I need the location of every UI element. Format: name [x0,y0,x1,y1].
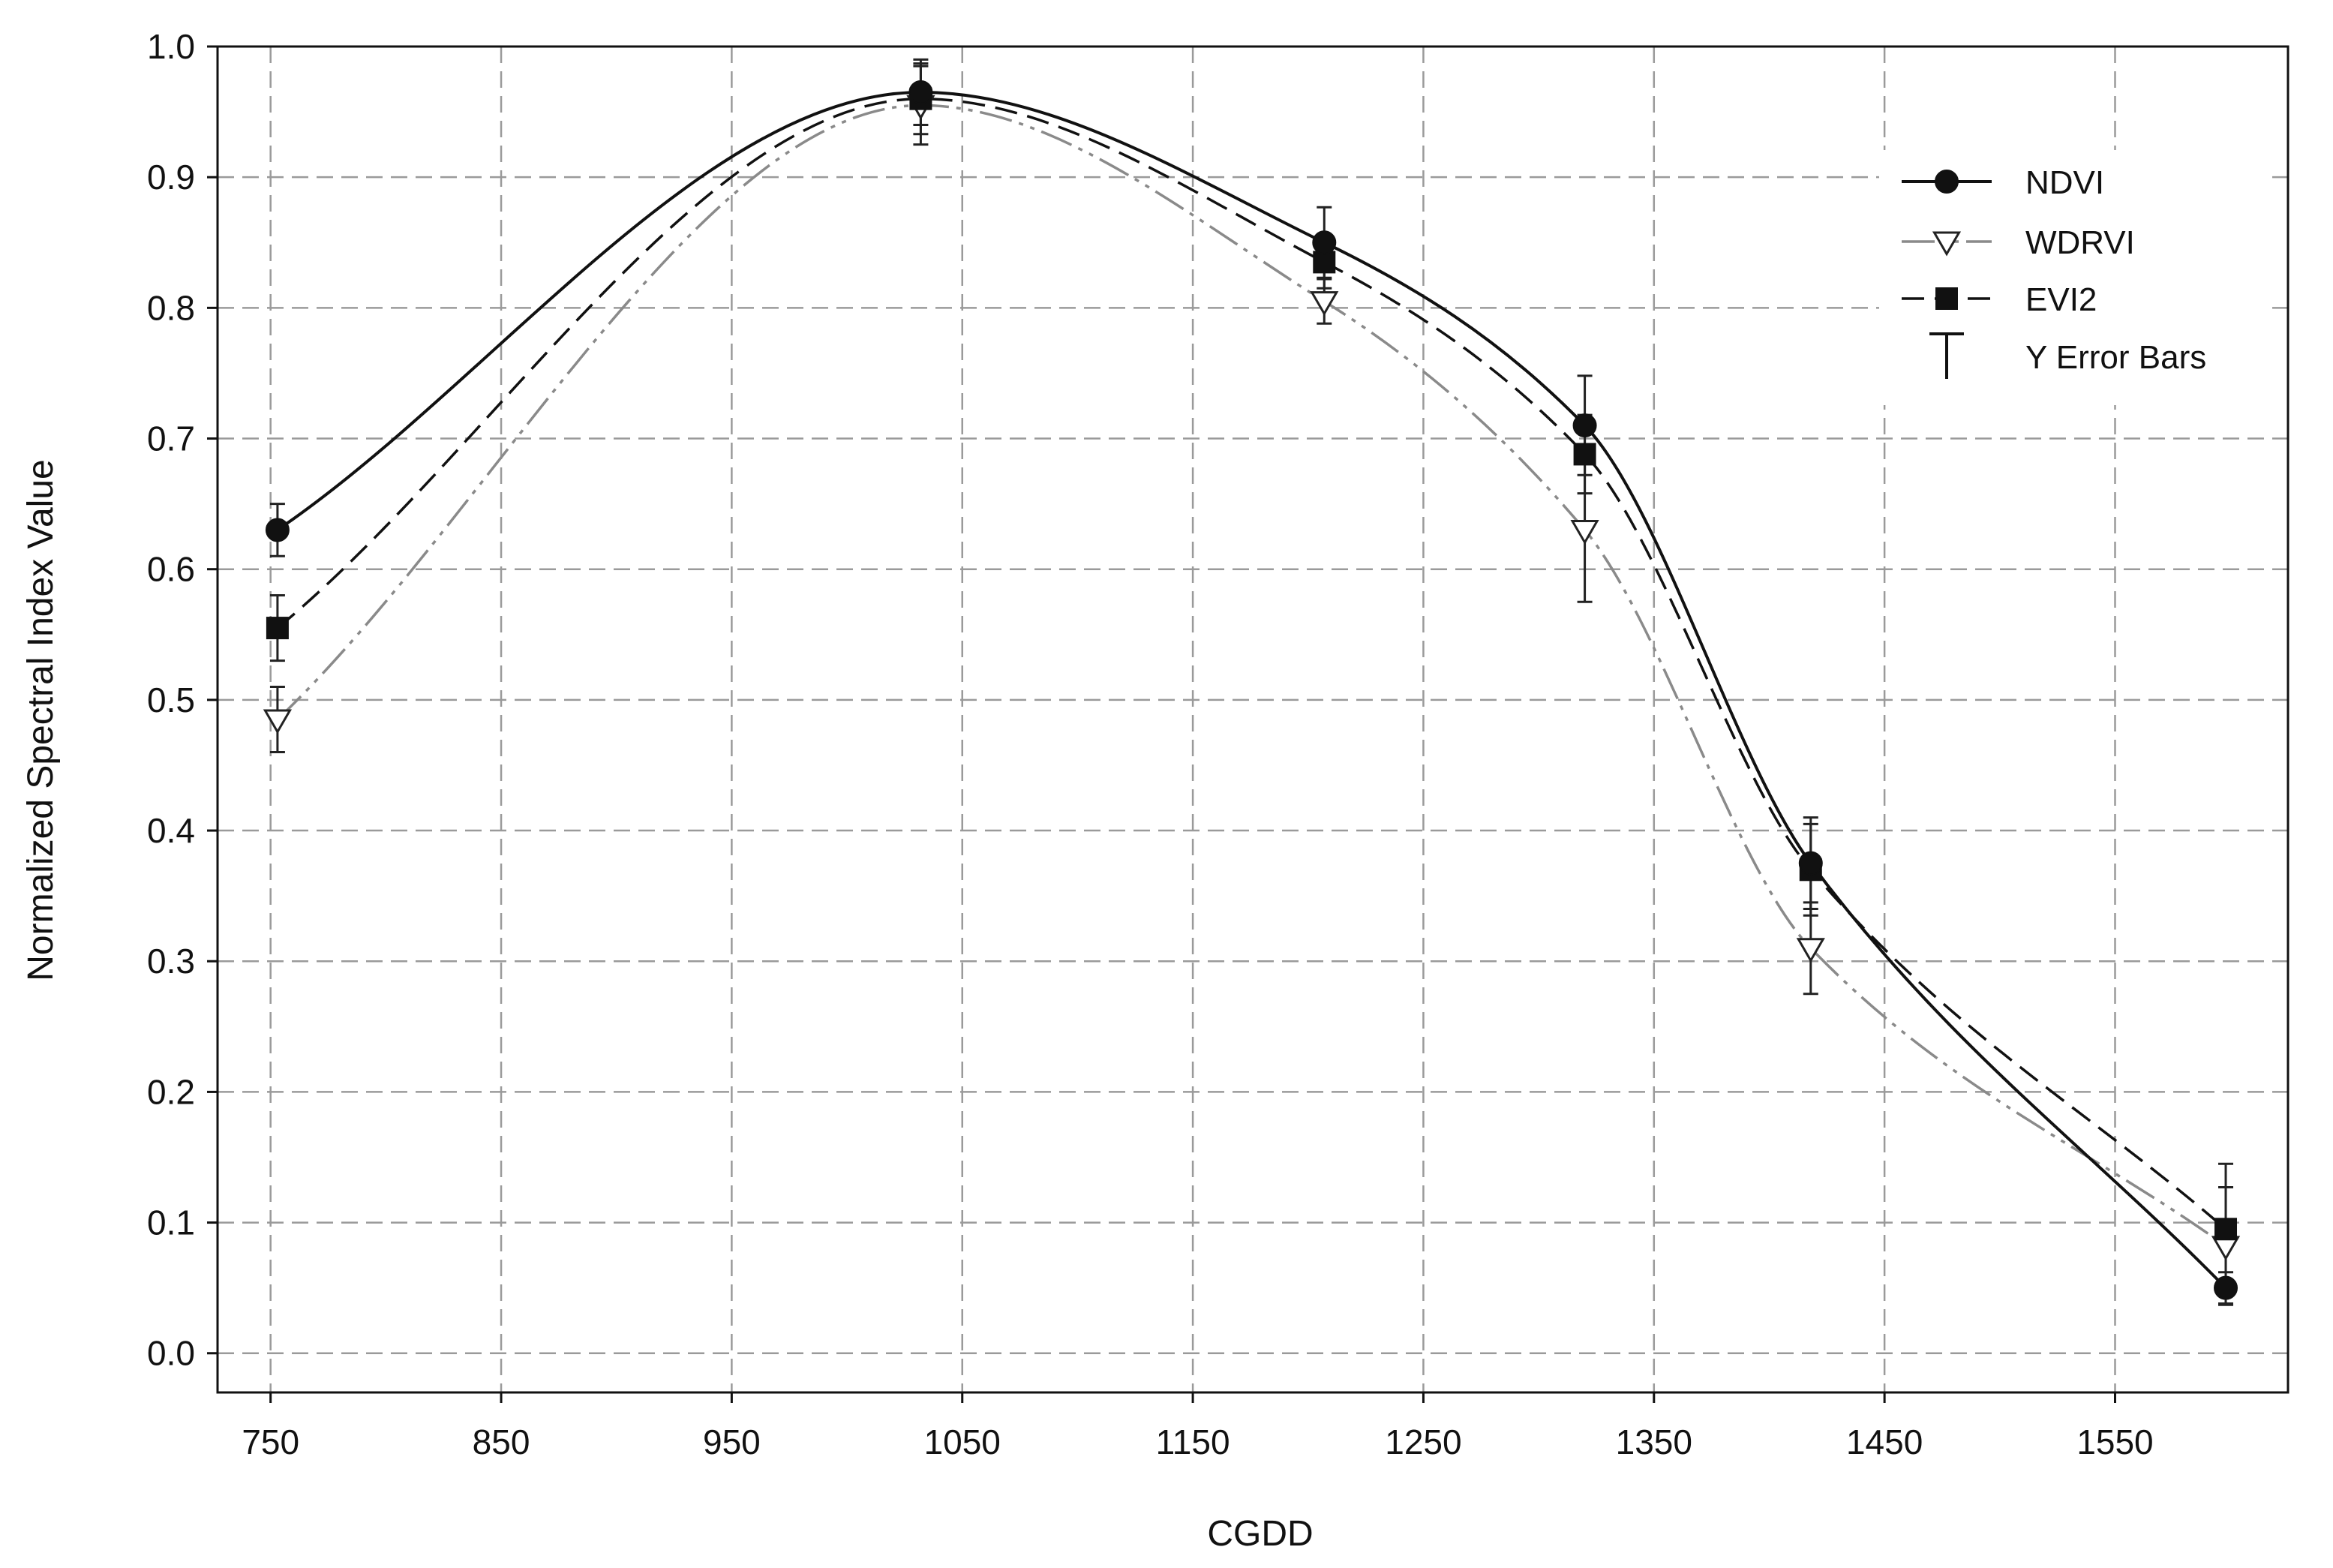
curve-evi2 [276,97,2227,1230]
legend-label-error-bars: Y Error Bars [2025,339,2206,376]
point-ndvi [1798,851,1823,876]
y-tick-label: 0.9 [147,158,195,197]
point-evi2 [2214,1218,2238,1241]
curve-ndvi [276,90,2227,1290]
x-tick-label: 1350 [1616,1422,1692,1461]
y-tick-label: 0.7 [147,419,195,458]
x-tick-label: 1250 [1385,1422,1461,1461]
point-ndvi [265,518,290,542]
legend-label-evi2: EVI2 [2025,281,2097,318]
point-wdrvi [1310,291,1339,317]
series-curves [276,90,2227,1290]
legend-label-wdrvi: WDRVI [2025,224,2135,261]
point-evi2 [266,617,289,640]
x-axis-ticks: 750 850 950 1050 1150 1250 1350 1450 1550 [242,1392,2154,1461]
legend-marker-wdrvi [1932,231,1962,257]
point-ndvi [2214,1275,2238,1300]
y-tick-label: 0.0 [147,1334,195,1373]
y-tick-label: 0.5 [147,680,195,719]
point-wdrvi [1796,938,1825,963]
legend-label-ndvi: NDVI [2025,164,2104,201]
y-tick-label: 0.4 [147,811,195,850]
x-tick-label: 750 [242,1422,299,1461]
legend: NDVI WDRVI EVI2 Y Error Bars [1879,150,2269,405]
x-tick-label: 1450 [1846,1422,1923,1461]
y-tick-label: 1.0 [147,27,195,66]
y-tick-label: 0.2 [147,1072,195,1111]
x-tick-label: 950 [703,1422,761,1461]
point-ndvi [1572,413,1597,438]
point-evi2 [1573,443,1596,466]
point-wdrvi [1570,519,1599,545]
curve-wdrvi [276,104,2227,1248]
legend-marker-ndvi [1935,170,1959,194]
point-wdrvi [263,709,293,734]
x-tick-label: 1150 [1156,1422,1230,1461]
y-tick-label: 0.6 [147,550,195,589]
x-tick-label: 850 [473,1422,530,1461]
series-markers [263,80,2241,1300]
y-tick-label: 0.1 [147,1203,195,1242]
point-ndvi [908,80,933,104]
y-axis-ticks: 0.0 0.1 0.2 0.3 0.4 0.5 0.6 0.7 0.8 0.9 1.0 [147,27,218,1373]
y-tick-label: 0.8 [147,288,195,327]
x-tick-label: 1050 [924,1422,1001,1461]
plot-frame [216,45,2289,1394]
point-evi2 [1313,251,1336,274]
legend-marker-evi2 [1935,287,1958,310]
point-ndvi [1312,230,1337,255]
x-axis-title: CGDD [1207,1514,1313,1554]
y-tick-label: 0.3 [147,942,195,981]
y-axis-title: Normalized Spectral Index Value [21,459,61,981]
x-tick-label: 1550 [2076,1422,2153,1461]
